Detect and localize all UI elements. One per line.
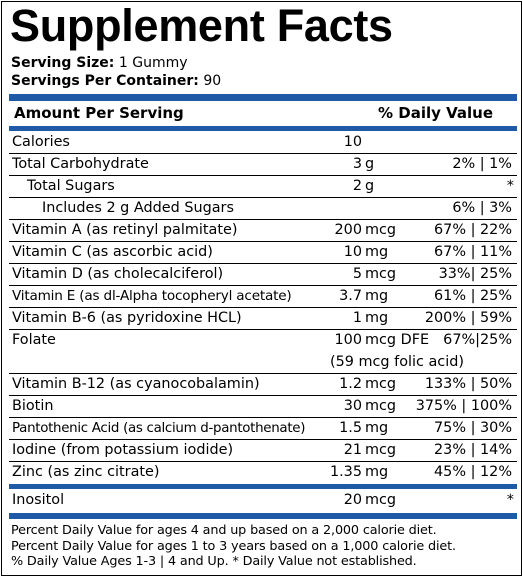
nutrient-dv: 67% | 11% [434, 244, 512, 260]
amount-per-serving-header: Amount Per Serving [14, 104, 184, 122]
nutrient-row: Vitamin B-6 (as pyridoxine HCL) 1 mg 200… [9, 308, 517, 330]
nutrient-amount: 3.7 [339, 288, 362, 304]
nutrient-row: Pantothenic Acid (as calcium d-pantothen… [9, 418, 517, 440]
nutrient-row: Vitamin C (as ascorbic acid) 10 mg 67% |… [9, 242, 517, 264]
daily-value-header: % Daily Value [378, 104, 494, 122]
nutrient-dv: * [506, 178, 514, 194]
nutrient-dv: 200% | 59% [424, 310, 512, 326]
nutrient-amount: 30 [343, 398, 362, 414]
nutrient-unit: mg [365, 310, 389, 326]
nutrient-unit: mcg DFE [365, 332, 430, 348]
nutrient-name: Inositol [12, 492, 65, 508]
nutrient-unit: mg [365, 288, 389, 304]
nutrient-amount: 10 [343, 244, 362, 260]
panel-title: Supplement Facts [10, 0, 393, 51]
nutrient-name: Biotin [12, 398, 54, 414]
nutrient-unit: mg [365, 244, 389, 260]
nutrient-row: Vitamin A (as retinyl palmitate) 200 mcg… [9, 220, 517, 242]
nutrient-dv: 75% | 30% [434, 420, 512, 436]
footnote-line: Percent Daily Value for ages 4 and up ba… [11, 523, 437, 538]
nutrient-row: Zinc (as zinc citrate) 1.35 mg 45% | 12% [9, 462, 517, 483]
nutrient-unit: mcg [365, 492, 397, 508]
nutrient-amount: 1.5 [339, 420, 362, 436]
footnote-line: Percent Daily Value for ages 1 to 3 year… [11, 538, 456, 554]
nutrient-unit: mcg [365, 222, 397, 238]
nutrient-name: Vitamin B-12 (as cyanocobalamin) [12, 376, 260, 392]
thick-rule-bottom [9, 513, 517, 519]
nutrient-name: Calories [12, 134, 70, 150]
footnotes: Percent Daily Value for ages 4 and up ba… [11, 523, 517, 570]
nutrient-amount: 2 [352, 178, 362, 194]
nutrient-amount: 3 [352, 156, 362, 172]
nutrient-dv: 45% | 12% [434, 464, 512, 480]
serving-size: Serving Size: 1 Gummy [11, 54, 188, 72]
nutrient-dv: 23% | 14% [434, 442, 512, 458]
nutrient-dv: 33%| 25% [438, 266, 512, 282]
nutrient-amount: 1.35 [329, 464, 362, 480]
nutrient-amount: 10 [343, 134, 362, 150]
nutrient-row: Vitamin E (as dl-Alpha tocopheryl acetat… [9, 286, 517, 308]
nutrient-dv: * [506, 492, 514, 508]
nutrient-row: Iodine (from potassium iodide) 21 mcg 23… [9, 440, 517, 462]
nutrient-unit: g [365, 156, 375, 172]
nutrient-row: Folate 100 mcg DFE 67%|25% (59 mcg folic… [9, 330, 517, 374]
nutrient-dv: 375% | 100% [415, 398, 512, 414]
servings-per-container-value: 90 [203, 73, 222, 89]
nutrient-unit: mcg [365, 442, 397, 458]
nutrient-amount: 20 [343, 492, 362, 508]
nutrient-unit: mg [365, 420, 389, 436]
nutrient-unit: mg [365, 464, 389, 480]
nutrient-row: Includes 2 g Added Sugars 6% | 3% [9, 198, 517, 220]
nutrient-row: Biotin 30 mcg 375% | 100% [9, 396, 517, 418]
medium-rule-lower [9, 484, 517, 489]
nutrient-dv: 2% | 1% [452, 156, 512, 172]
nutrient-dv: 61% | 25% [434, 288, 512, 304]
nutrient-name: Vitamin C (as ascorbic acid) [12, 244, 213, 260]
nutrient-name: Vitamin E (as dl-Alpha tocopheryl acetat… [12, 288, 292, 304]
nutrient-amount: 21 [343, 442, 362, 458]
nutrient-name: Vitamin D (as cholecalciferol) [12, 266, 224, 282]
nutrient-name: Total Sugars [27, 178, 115, 194]
nutrient-unit: mcg [365, 266, 397, 282]
nutrient-amount: 100 [334, 332, 362, 348]
nutrient-dv: 133% | 50% [424, 376, 512, 392]
nutrient-amount: 1.2 [339, 376, 362, 392]
nutrient-row: Inositol 20 mcg * [9, 490, 517, 511]
nutrient-row: Total Sugars 2 g * [9, 176, 517, 198]
nutrient-unit: mcg [365, 398, 397, 414]
nutrient-row: Vitamin D (as cholecalciferol) 5 mcg 33%… [9, 264, 517, 286]
nutrient-dv: 6% | 3% [452, 200, 512, 216]
folic-acid-note: (59 mcg folic acid) [330, 354, 464, 370]
serving-size-value: 1 Gummy [118, 55, 188, 71]
column-header: Amount Per Serving % Daily Value [14, 103, 502, 123]
nutrient-amount: 5 [352, 266, 362, 282]
nutrient-name: Zinc (as zinc citrate) [12, 464, 160, 480]
thick-rule-top [9, 94, 517, 101]
footnote-line: % Daily Value Ages 1-3 | 4 and Up. * Dai… [11, 554, 417, 570]
servings-per-container-label: Servings Per Container: [11, 73, 199, 89]
serving-size-label: Serving Size: [11, 55, 115, 71]
nutrient-dv: 67%|25% [443, 332, 512, 348]
medium-rule [9, 126, 517, 131]
nutrient-amount: 200 [334, 222, 362, 238]
nutrient-dv: 67% | 22% [434, 222, 512, 238]
nutrient-name: Pantothenic Acid (as calcium d-pantothen… [12, 421, 306, 436]
nutrient-row: Vitamin B-12 (as cyanocobalamin) 1.2 mcg… [9, 374, 517, 396]
nutrient-name: Folate [12, 332, 56, 348]
nutrient-row: Total Carbohydrate 3 g 2% | 1% [9, 154, 517, 176]
servings-per-container: Servings Per Container: 90 [11, 72, 221, 90]
nutrient-unit: g [365, 178, 375, 194]
nutrient-unit: mcg [365, 376, 397, 392]
nutrient-name: Includes 2 g Added Sugars [42, 200, 234, 216]
nutrient-name: Vitamin B-6 (as pyridoxine HCL) [12, 310, 242, 326]
nutrient-name: Vitamin A (as retinyl palmitate) [12, 222, 238, 238]
nutrient-name: Iodine (from potassium iodide) [12, 442, 234, 458]
nutrient-amount: 1 [352, 310, 362, 326]
nutrient-row: Calories 10 [9, 132, 517, 154]
nutrient-name: Total Carbohydrate [12, 156, 149, 172]
